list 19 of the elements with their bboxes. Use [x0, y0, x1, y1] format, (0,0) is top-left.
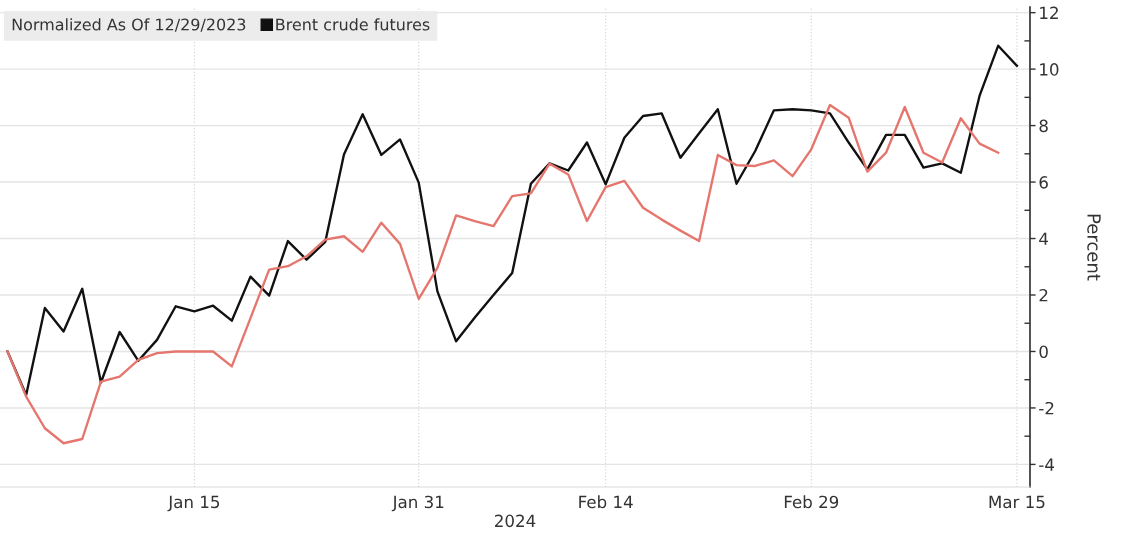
y-tick-label: 2	[1039, 288, 1048, 302]
y-tick-label: 4	[1039, 232, 1048, 245]
legend-label: Brent crude futures	[276, 18, 430, 31]
x-tick-label: Feb 29	[784, 495, 839, 509]
legend-title: Normalized As Of 12/29/2023	[12, 18, 246, 32]
x-tick-label: Jan 31	[391, 495, 444, 512]
x-tick-label: Jan 15	[167, 495, 220, 512]
x-tick-label: Feb 14	[579, 495, 633, 509]
y-tick-label: 10	[1040, 63, 1059, 76]
x-tick-label: Mar 15	[989, 495, 1045, 509]
y-tick-label: -4	[1039, 458, 1055, 471]
y-tick-label: 6	[1039, 176, 1048, 189]
y-axis-title: Percent	[1087, 214, 1101, 281]
y-tick-label: -2	[1039, 401, 1054, 415]
y-tick-label: 8	[1039, 119, 1048, 133]
x-axis-title: 2024	[495, 514, 536, 528]
y-tick-label: 12	[1040, 6, 1058, 19]
y-tick-label: 0	[1039, 345, 1048, 359]
line-series	[6, 103, 1000, 445]
